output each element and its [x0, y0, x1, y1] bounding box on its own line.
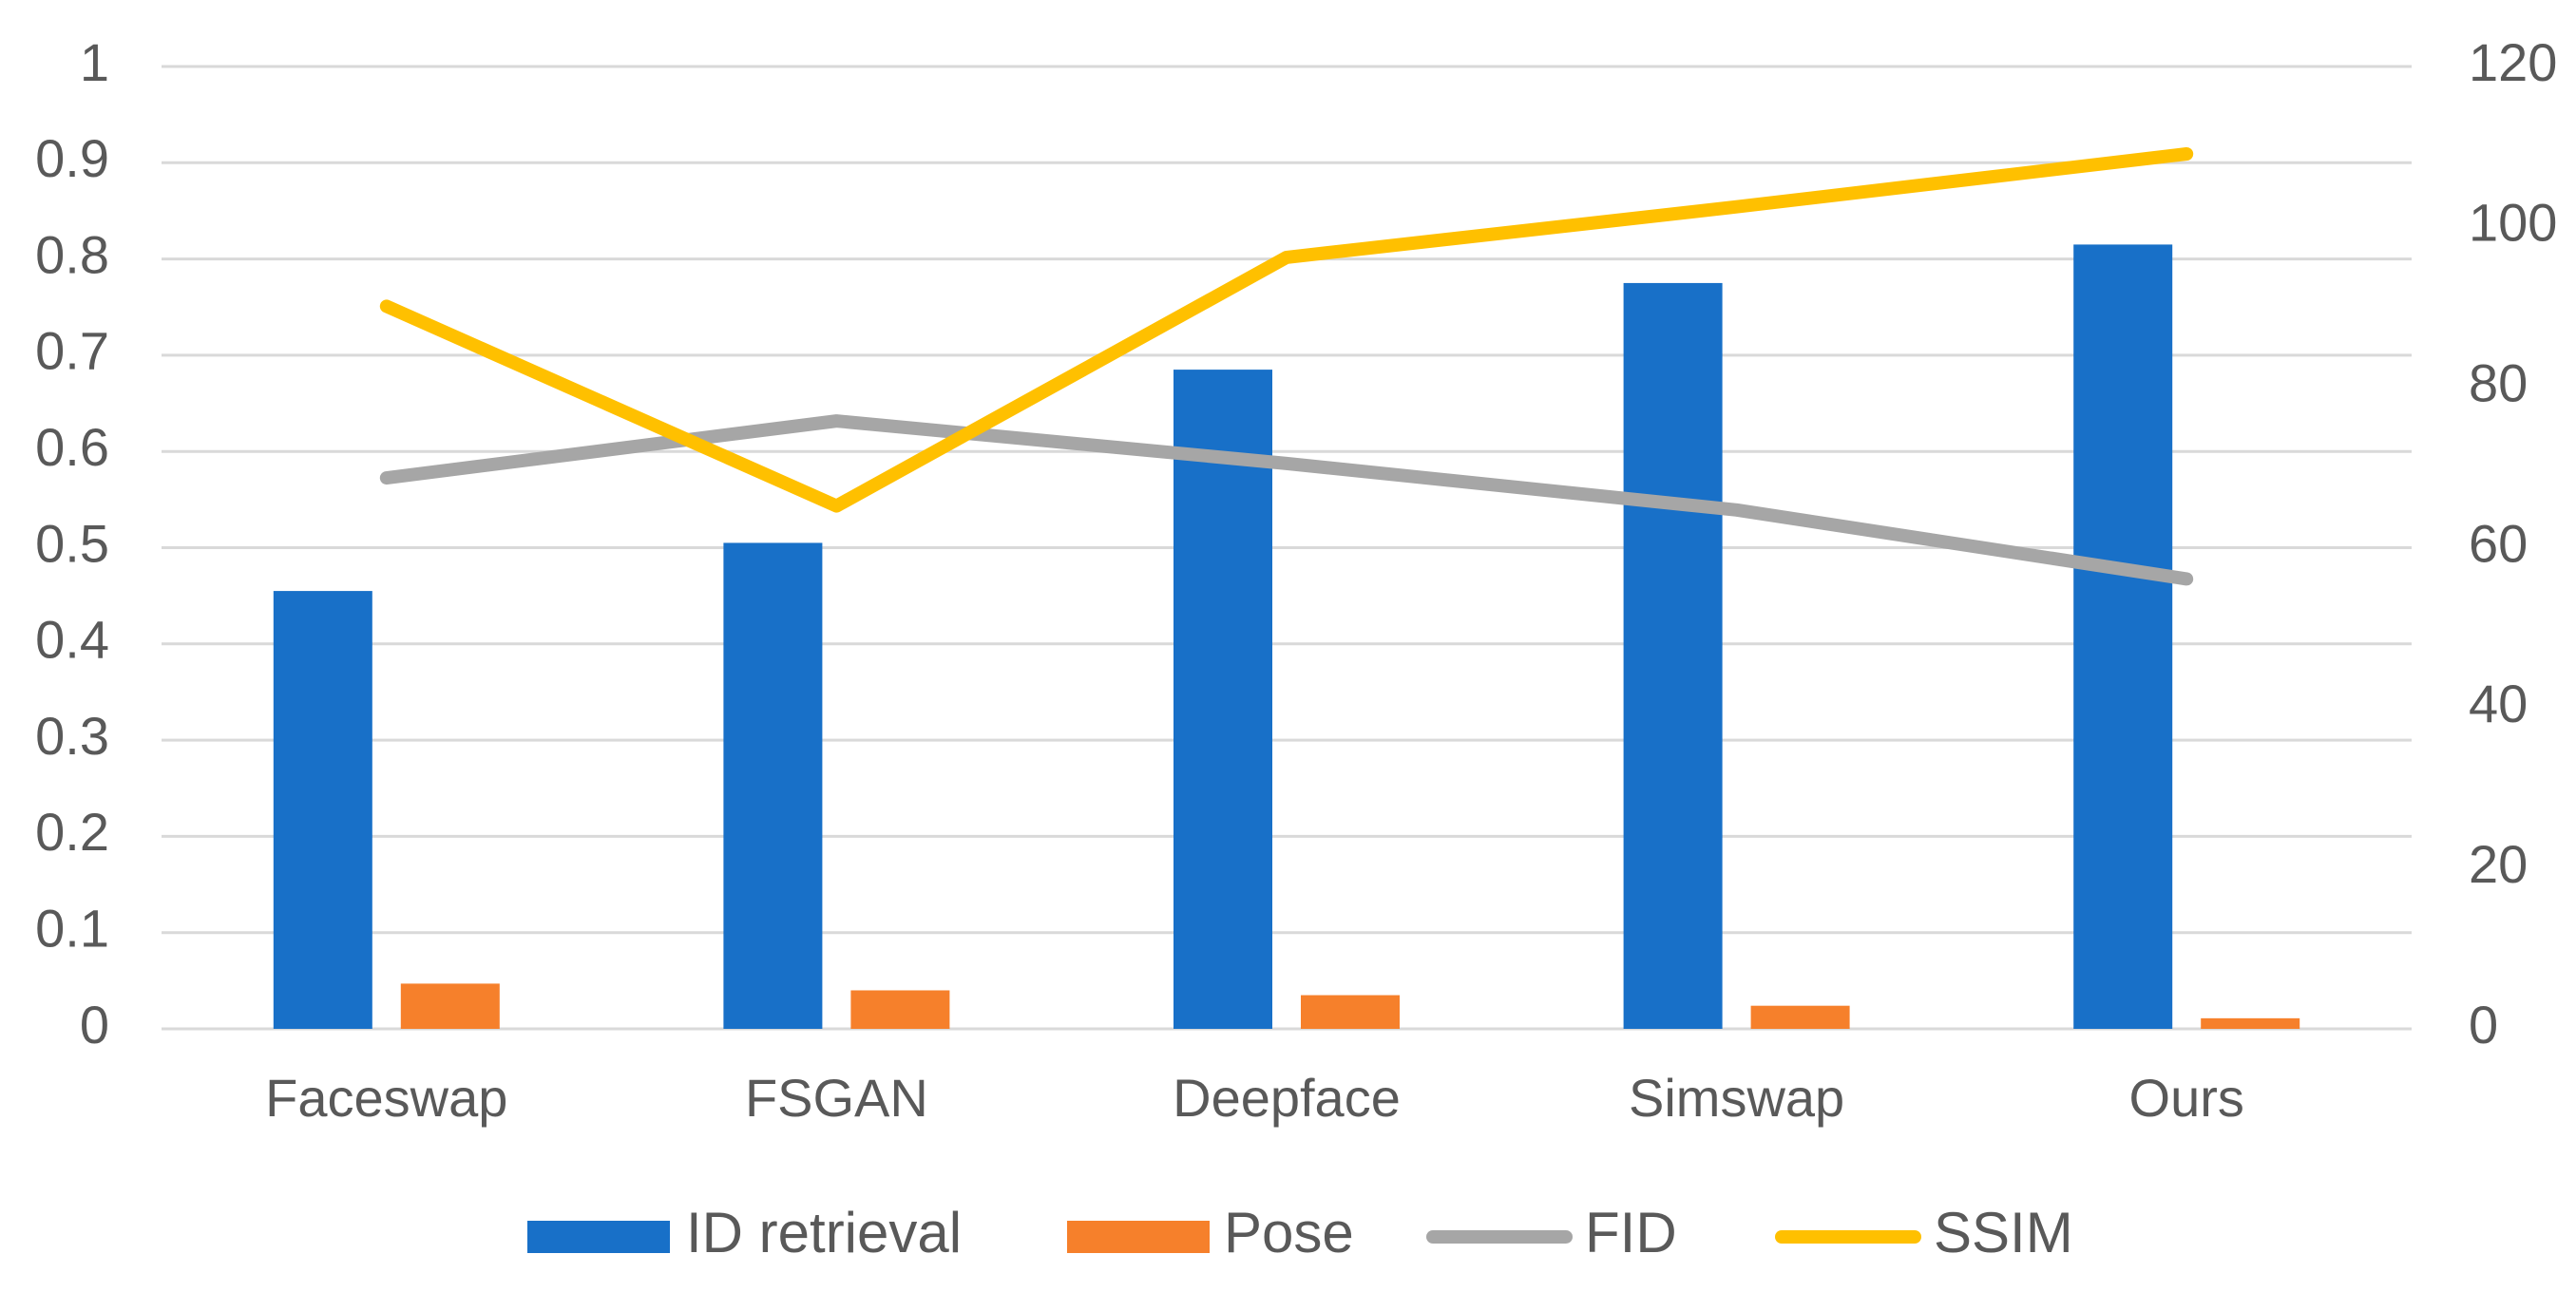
bar-id-retrieval-simswap	[1623, 282, 1723, 1029]
bar-pose-deepface	[1301, 995, 1400, 1029]
left-tick-label: 0.6	[35, 417, 109, 477]
left-tick-label: 0.2	[35, 802, 109, 862]
legend-label-ssim: SSIM	[1934, 1201, 2073, 1264]
left-tick-label: 0.1	[35, 898, 109, 958]
category-label-faceswap: Faceswap	[265, 1068, 507, 1128]
bar-pose-simswap	[1750, 1005, 1850, 1029]
legend: ID retrieval Pose FID SSIM	[527, 1201, 2073, 1264]
x-axis: Faceswap FSGAN Deepface Simswap Ours	[265, 1068, 2244, 1128]
left-tick-label: 0.8	[35, 224, 109, 284]
right-tick-label: 0	[2469, 995, 2498, 1054]
legend-swatch-id-retrieval	[527, 1221, 670, 1253]
legend-label-id-retrieval: ID retrieval	[686, 1201, 962, 1264]
left-tick-label: 0.5	[35, 513, 109, 573]
right-tick-label: 100	[2469, 193, 2557, 253]
category-label-deepface: Deepface	[1173, 1068, 1401, 1128]
bar-pose-fsgan	[850, 990, 950, 1029]
bar-id-retrieval-ours	[2073, 244, 2173, 1029]
left-tick-label: 0.9	[35, 128, 109, 188]
left-tick-label: 0	[80, 995, 109, 1054]
lines	[379, 147, 2194, 586]
bar-id-retrieval-faceswap	[273, 591, 372, 1029]
right-tick-label: 120	[2469, 32, 2557, 92]
line-ssim	[379, 147, 2194, 513]
left-tick-label: 0.3	[35, 706, 109, 766]
left-tick-label: 0.7	[35, 321, 109, 381]
left-axis: 0 0.1 0.2 0.3 0.4 0.5 0.6 0.7 0.8 0.9 1	[35, 32, 109, 1054]
bar-id-retrieval-deepface	[1174, 370, 1272, 1030]
bars	[273, 244, 2300, 1030]
left-tick-label: 1	[80, 32, 109, 92]
legend-label-pose: Pose	[1224, 1201, 1354, 1264]
right-tick-label: 40	[2469, 674, 2528, 733]
right-axis: 0 20 40 60 80 100 120	[2469, 32, 2557, 1054]
category-label-fsgan: FSGAN	[745, 1068, 928, 1128]
line-fid	[379, 414, 2194, 586]
legend-swatch-pose	[1067, 1221, 1210, 1253]
right-tick-label: 80	[2469, 352, 2528, 412]
right-tick-label: 60	[2469, 513, 2528, 573]
bar-id-retrieval-fsgan	[723, 542, 823, 1029]
right-tick-label: 20	[2469, 834, 2528, 894]
left-tick-label: 0.4	[35, 610, 109, 670]
category-label-simswap: Simswap	[1629, 1068, 1844, 1128]
bar-pose-faceswap	[400, 983, 500, 1029]
bar-pose-ours	[2201, 1017, 2300, 1029]
legend-label-fid: FID	[1585, 1201, 1677, 1264]
category-label-ours: Ours	[2129, 1068, 2244, 1128]
